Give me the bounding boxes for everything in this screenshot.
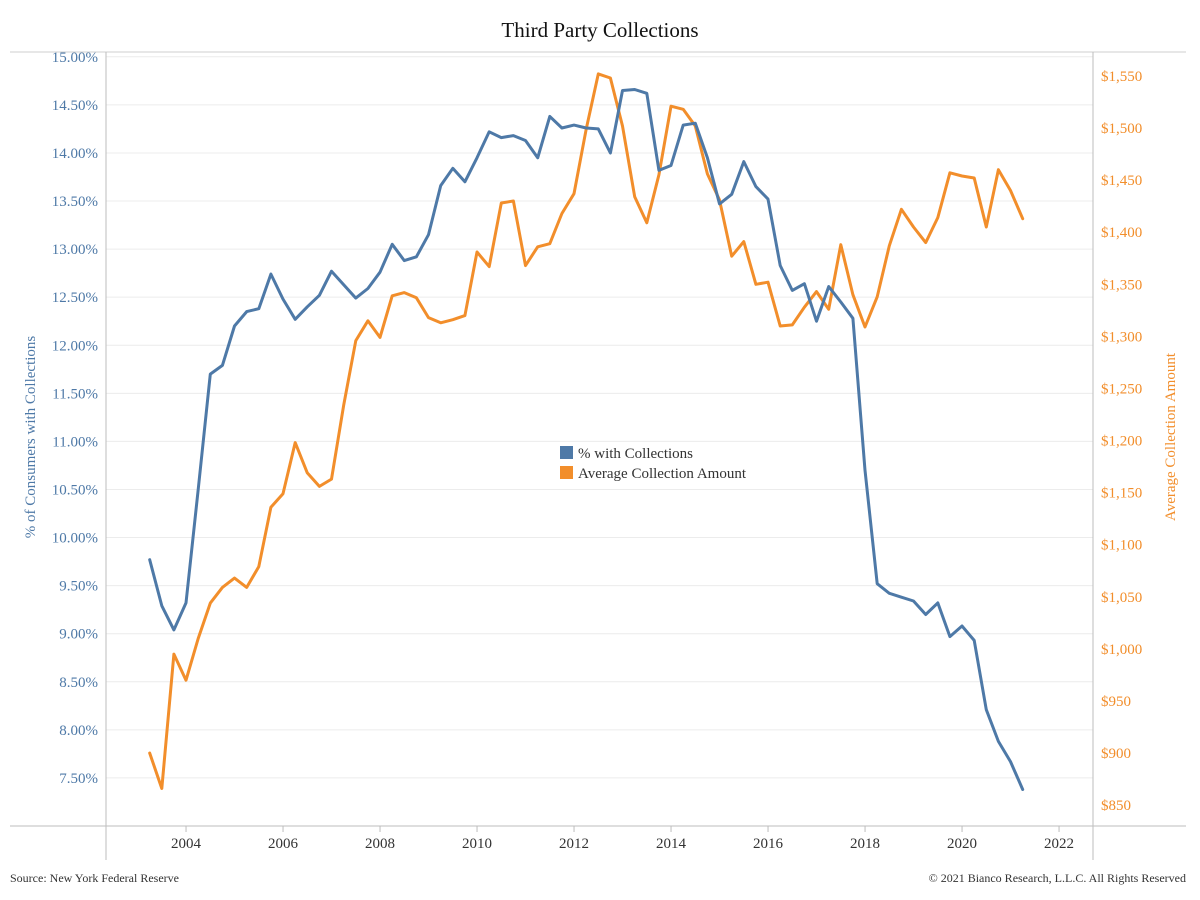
x-tick-label: 2008 <box>365 836 395 852</box>
right-tick-label: $1,400 <box>1101 225 1142 241</box>
source-note: Source: New York Federal Reserve <box>10 871 179 885</box>
left-axis-label: % of Consumers with Collections <box>23 336 39 539</box>
left-tick-label: 12.50% <box>52 290 98 306</box>
x-tick-label: 2010 <box>462 836 492 852</box>
x-tick-label: 2018 <box>850 836 880 852</box>
left-tick-label: 9.50% <box>59 579 98 595</box>
right-tick-label: $850 <box>1101 798 1131 814</box>
left-tick-label: 13.00% <box>52 242 98 258</box>
x-tick-label: 2004 <box>171 836 202 852</box>
left-tick-label: 14.50% <box>52 98 98 114</box>
x-tick-label: 2022 <box>1044 836 1074 852</box>
series-lines <box>148 72 1025 791</box>
left-tick-label: 14.00% <box>52 146 98 162</box>
gridlines <box>106 56 1093 779</box>
x-tick-label: 2020 <box>947 836 977 852</box>
left-tick-label: 11.00% <box>52 434 98 450</box>
axes <box>10 51 1186 860</box>
left-tick-label: 12.00% <box>52 338 98 354</box>
right-tick-label: $1,000 <box>1101 642 1142 658</box>
right-tick-label: $1,550 <box>1101 69 1142 85</box>
right-axis-ticks: $850 $900 $950 $1,000 $1,050 $1,100 $1,150 $1,2… <box>1101 69 1142 814</box>
left-tick-label: 8.50% <box>59 675 98 691</box>
left-tick-label: 10.50% <box>52 482 98 498</box>
legend-label-collections: % with Collections <box>578 446 693 462</box>
chart-title: Third Party Collections <box>501 18 698 42</box>
left-tick-label: 10.00% <box>52 531 98 547</box>
x-tick-label: 2014 <box>656 836 687 852</box>
x-tick-label: 2012 <box>559 836 589 852</box>
series-line-collections <box>148 88 1025 791</box>
right-tick-label: $1,050 <box>1101 590 1142 606</box>
right-tick-label: $1,150 <box>1101 486 1142 502</box>
legend-swatch-collections <box>560 446 573 459</box>
right-tick-label: $1,200 <box>1101 434 1142 450</box>
left-tick-label: 13.50% <box>52 194 98 210</box>
left-axis-ticks: 7.50% 8.00% 8.50% 9.00% 9.50% 10.00% 10.50% 11.… <box>52 50 98 787</box>
right-tick-label: $1,450 <box>1101 173 1142 189</box>
right-tick-label: $950 <box>1101 694 1131 710</box>
left-tick-label: 8.00% <box>59 723 98 739</box>
left-tick-label: 9.00% <box>59 627 98 643</box>
legend: % with Collections Average Collection Am… <box>560 446 747 482</box>
x-tick-label: 2016 <box>753 836 784 852</box>
legend-label-amount: Average Collection Amount <box>578 466 747 482</box>
left-tick-label: 11.50% <box>52 386 98 402</box>
left-tick-label: 7.50% <box>59 771 98 787</box>
x-tick-label: 2006 <box>268 836 299 852</box>
copyright-note: © 2021 Bianco Research, L.L.C. All Right… <box>929 871 1186 885</box>
legend-swatch-amount <box>560 466 573 479</box>
right-tick-label: $1,350 <box>1101 277 1142 293</box>
right-tick-label: $900 <box>1101 746 1131 762</box>
x-axis-ticks: 2004 2006 2008 2010 2012 2014 2016 2018 2020 2022 <box>171 826 1074 852</box>
right-tick-label: $1,100 <box>1101 538 1142 554</box>
right-axis-label: Average Collection Amount <box>1163 352 1179 521</box>
right-tick-label: $1,300 <box>1101 329 1142 345</box>
right-tick-label: $1,500 <box>1101 121 1142 137</box>
left-tick-label: 15.00% <box>52 50 98 66</box>
right-tick-label: $1,250 <box>1101 381 1142 397</box>
